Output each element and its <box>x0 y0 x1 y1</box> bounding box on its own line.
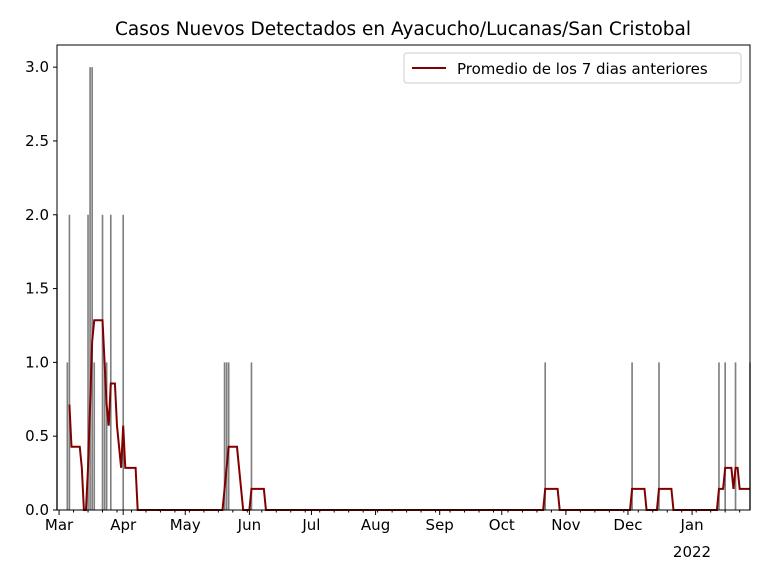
bar <box>718 362 720 510</box>
x-tick-label: Mar <box>45 516 74 534</box>
plot-frame <box>56 44 751 511</box>
bar <box>225 362 228 510</box>
legend: Promedio de los 7 dias anteriores <box>403 52 742 84</box>
bar <box>91 67 93 511</box>
bar <box>103 362 106 510</box>
bar <box>250 362 253 510</box>
x-tick-label: Sep <box>426 516 454 534</box>
legend-label: Promedio de los 7 dias anteriores <box>457 60 708 78</box>
year-label: 2022 <box>673 543 711 561</box>
y-tick-label: 2.0 <box>25 206 49 224</box>
bar <box>101 214 104 510</box>
bar <box>631 362 633 510</box>
bar <box>109 214 112 510</box>
bar <box>93 362 96 510</box>
bar <box>87 214 89 510</box>
y-tick-label: 1.0 <box>25 353 49 371</box>
y-tick-label: 1.5 <box>25 280 49 298</box>
x-tick-label: May <box>170 516 201 534</box>
bar <box>68 214 71 510</box>
x-tick-label: Jun <box>237 516 261 534</box>
series-line-moving-average <box>68 319 750 511</box>
x-tick-label: Apr <box>110 516 137 534</box>
x-tick-label: Oct <box>489 516 515 534</box>
bar <box>89 67 91 511</box>
x-tick-label: Dec <box>613 516 642 534</box>
bar <box>223 362 226 510</box>
bar <box>227 362 230 510</box>
bar <box>734 362 737 510</box>
chart-title: Casos Nuevos Detectados en Ayacucho/Luca… <box>115 19 691 40</box>
y-tick-label: 0.5 <box>25 427 49 445</box>
y-tick-label: 2.5 <box>25 132 49 150</box>
x-tick-label: Jul <box>301 516 320 534</box>
x-tick-label: Nov <box>551 516 580 534</box>
bar <box>724 362 727 510</box>
x-tick-label: Jan <box>680 516 704 534</box>
x-tick-label: Aug <box>361 516 390 534</box>
bar <box>544 362 547 510</box>
y-tick-label: 3.0 <box>25 58 49 76</box>
bar <box>122 214 125 510</box>
bar <box>66 362 69 510</box>
bar <box>105 362 108 510</box>
bar <box>658 362 660 510</box>
y-tick-label: 0.0 <box>25 501 49 519</box>
